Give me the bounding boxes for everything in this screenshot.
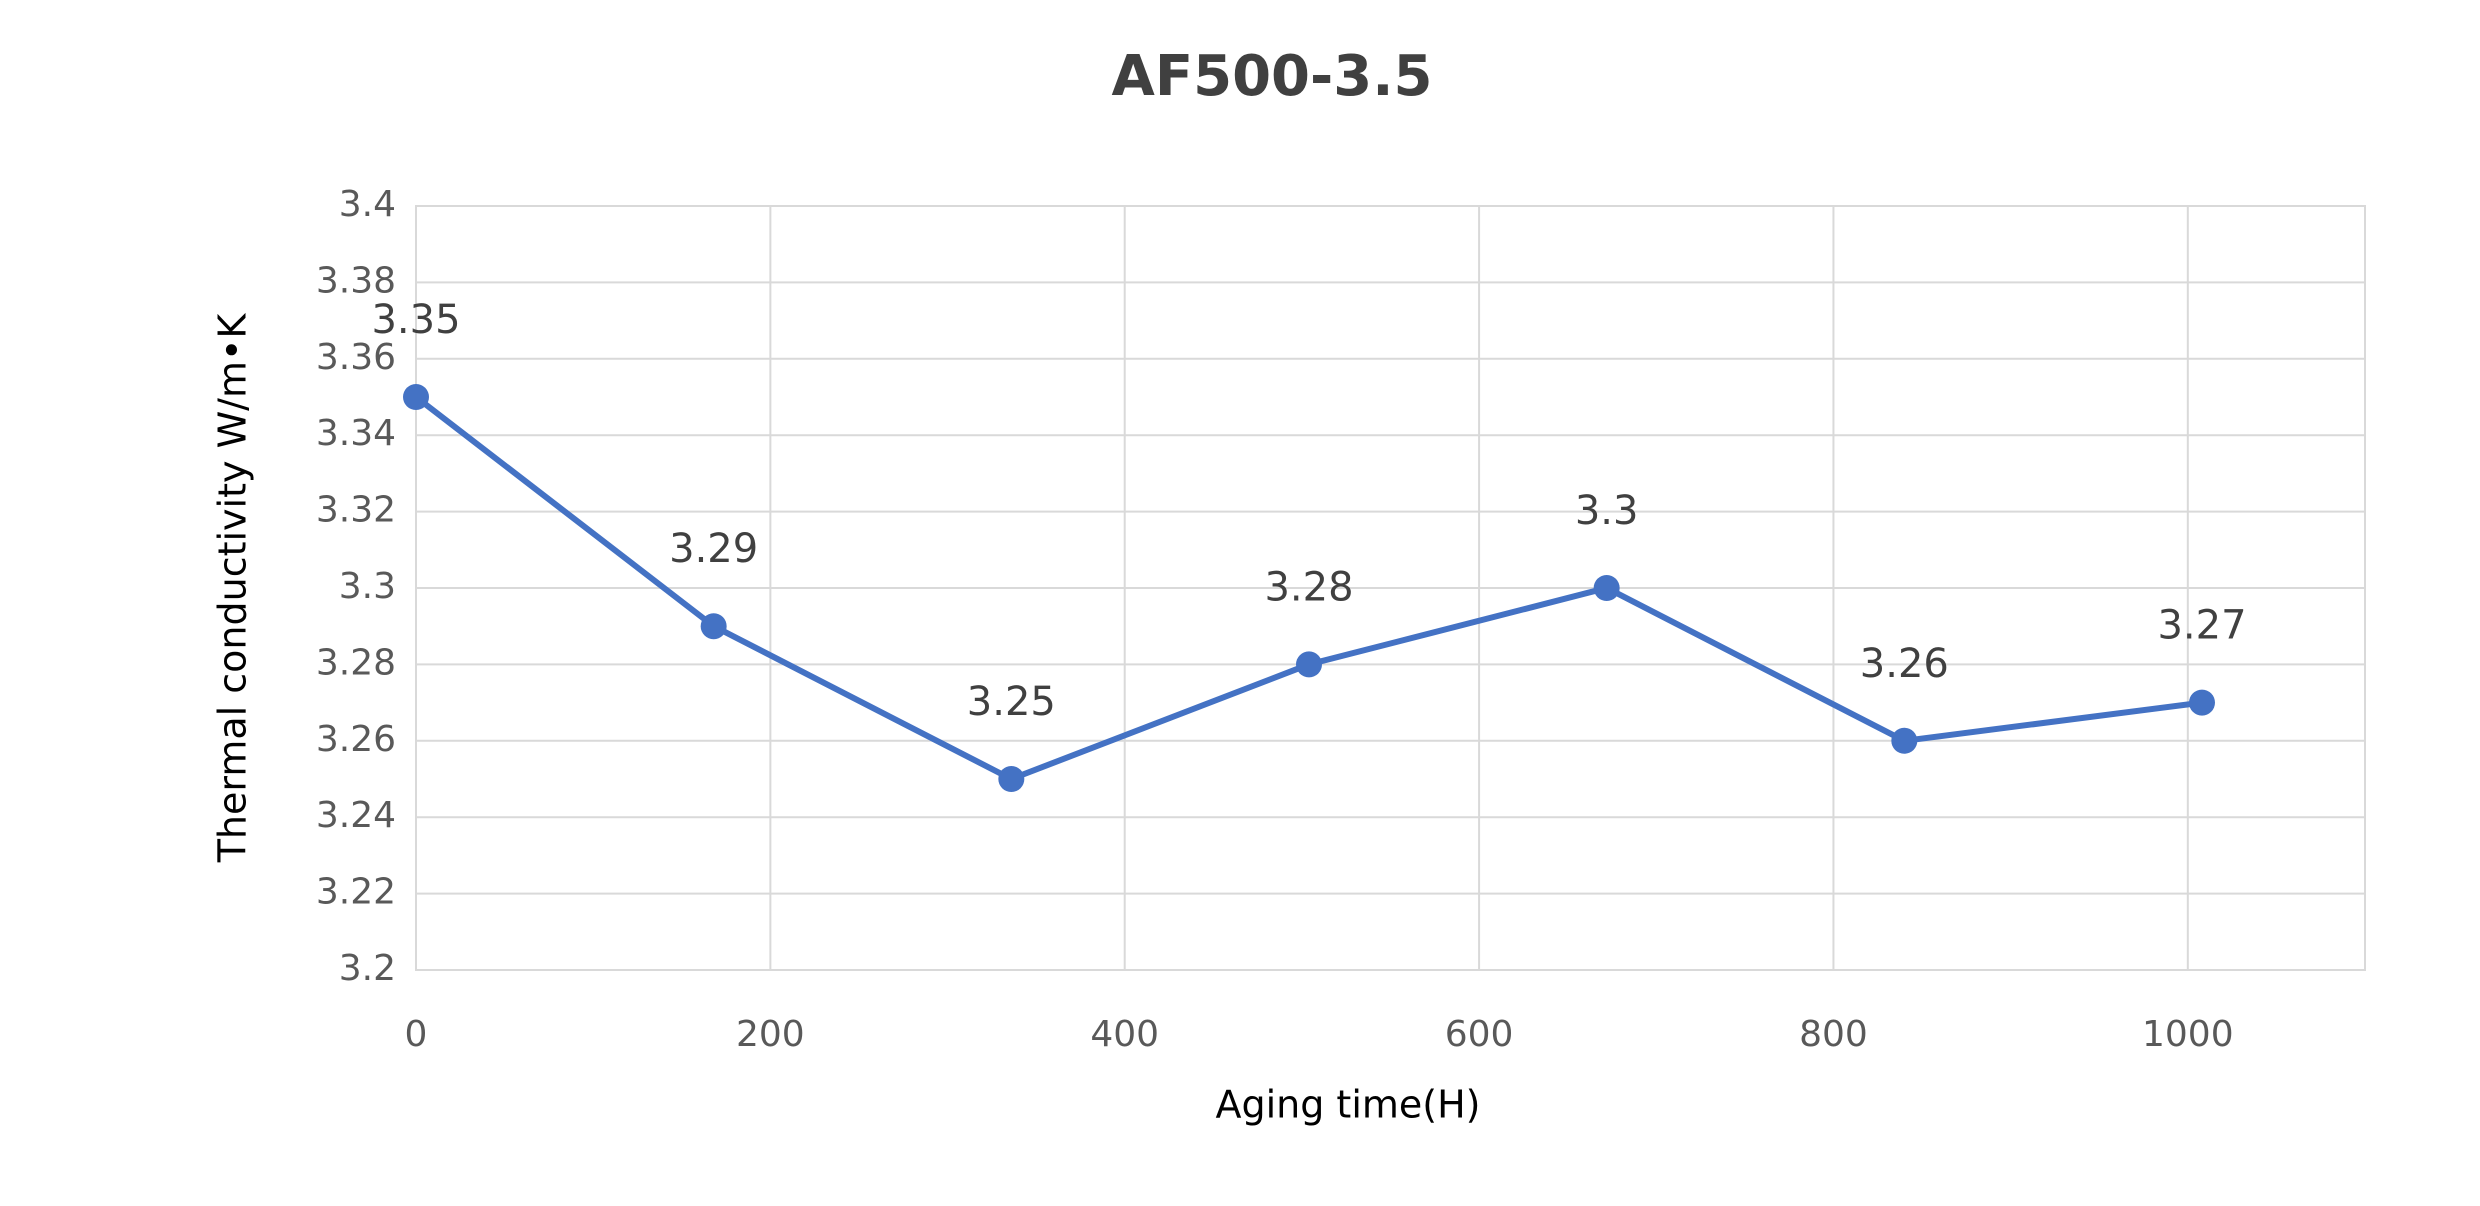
data-label: 3.35	[371, 297, 460, 343]
data-point	[2188, 689, 2215, 716]
data-point	[700, 613, 727, 640]
y-tick-label: 3.34	[316, 413, 396, 454]
data-point	[1593, 575, 1620, 601]
plot-border	[415, 205, 2366, 971]
data-point	[998, 766, 1025, 792]
x-tick-label: 800	[1799, 1014, 1868, 1055]
y-tick-label: 3.22	[316, 872, 396, 913]
y-tick-label: 3.2	[339, 948, 396, 989]
data-point	[1891, 727, 1918, 754]
x-tick-label: 400	[1090, 1014, 1159, 1055]
data-label: 3.26	[1860, 641, 1949, 687]
y-axis-title: Thermal conductivity W/m•K	[211, 313, 255, 864]
data-point	[403, 384, 429, 410]
data-label: 3.25	[967, 679, 1056, 725]
y-tick-label: 3.32	[316, 490, 396, 531]
y-tick-label: 3.24	[316, 795, 396, 836]
y-tick-label: 3.28	[316, 642, 396, 683]
x-axis-title: Aging time(H)	[1215, 1083, 1480, 1127]
x-tick-label: 1000	[2142, 1014, 2234, 1055]
chart-title: AF500-3.5	[1112, 44, 1433, 109]
y-tick-label: 3.3	[339, 566, 396, 607]
data-label: 3.27	[2157, 603, 2246, 649]
data-label: 3.3	[1575, 488, 1639, 534]
y-tick-label: 3.36	[316, 337, 396, 378]
data-label: 3.29	[669, 526, 758, 572]
x-tick-label: 200	[736, 1014, 805, 1055]
data-point	[1295, 651, 1322, 678]
data-label: 3.28	[1264, 564, 1353, 610]
x-tick-label: 600	[1445, 1014, 1514, 1055]
y-tick-label: 3.26	[316, 719, 396, 760]
y-tick-label: 3.38	[316, 260, 396, 301]
x-tick-label: 0	[405, 1014, 428, 1055]
y-tick-label: 3.4	[339, 184, 396, 225]
